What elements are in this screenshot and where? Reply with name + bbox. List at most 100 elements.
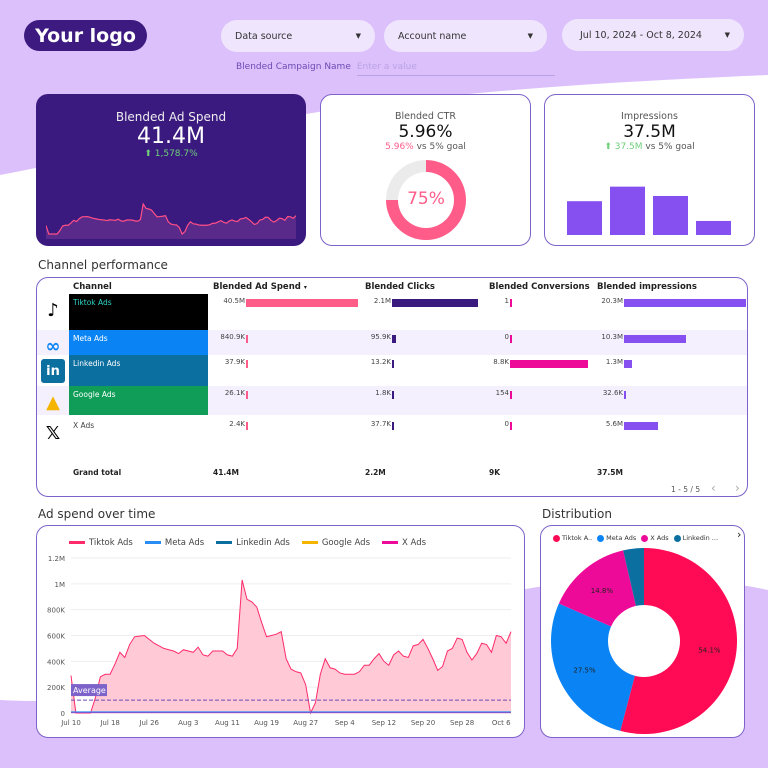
impressions-compare-text: vs 5% goal xyxy=(645,142,695,152)
x-tick-label: Aug 3 xyxy=(178,719,198,727)
table-row[interactable]: ▲ Google Ads 26.1K 1.8K 154 32.6K xyxy=(37,386,747,415)
pie-legend-item[interactable]: Tiktok A.. xyxy=(553,534,592,542)
pie-slice[interactable] xyxy=(620,548,737,734)
legend-item[interactable]: Google Ads xyxy=(301,538,370,548)
legend-item[interactable]: Linkedin Ads xyxy=(216,538,290,548)
bar-impr xyxy=(624,360,632,368)
x-icon: 𝕏 xyxy=(45,422,61,444)
bar-impr xyxy=(624,299,746,307)
sparkline-line xyxy=(46,202,296,235)
campaign-input[interactable]: Enter a value xyxy=(356,62,555,76)
channel-table: Channel Blended Ad Spend ▾ Blended Click… xyxy=(36,277,748,497)
table-row[interactable]: 𝕏 X Ads 2.4K 37.7K 0 5.6M xyxy=(37,417,747,459)
x-tick-label: Aug 27 xyxy=(293,719,318,727)
legend-item[interactable]: Tiktok Ads xyxy=(69,538,133,548)
arrow-up-icon: ⬆ xyxy=(144,149,155,159)
gauge-fill xyxy=(386,160,466,240)
header-spend[interactable]: Blended Ad Spend ▾ xyxy=(213,282,307,292)
ad-spend-line-chart: 0 200K 400K 600K 800K 1M 1.2M Jul 10 Jul 18 Jul 2… xyxy=(47,555,512,727)
y-tick-label: 800K xyxy=(47,607,65,615)
impressions-bar xyxy=(696,220,731,235)
pie-data-label: 54.1% xyxy=(698,646,721,654)
bar-clicks xyxy=(392,299,478,307)
spend-value: 41.4M xyxy=(137,124,205,149)
cell-value: 1.8K xyxy=(375,389,391,397)
chevron-down-icon: ▼ xyxy=(724,31,730,39)
cell-spend: 2.4K xyxy=(205,420,245,428)
cell-value: 26.1K xyxy=(224,389,245,397)
pagination-label: 1 - 5 / 5 xyxy=(671,485,701,494)
table-row[interactable]: in Linkedin Ads 37.9K 13.2K 8.8K 1.3M xyxy=(37,355,747,386)
bar-clicks xyxy=(392,422,394,430)
pie-data-label: 14.8% xyxy=(591,587,614,595)
y-tick-label: 1M xyxy=(55,581,66,589)
average-label-bg xyxy=(71,684,107,697)
header-channel[interactable]: Channel xyxy=(73,282,112,292)
pie-slice[interactable] xyxy=(558,550,636,627)
pie-legend-label: X Ads xyxy=(650,534,669,542)
pie-legend-item[interactable]: X Ads xyxy=(641,534,669,542)
account-name-dropdown[interactable]: Account name ▼ xyxy=(384,20,547,52)
bar-conv xyxy=(510,391,512,399)
cell-value: 37.9K xyxy=(224,358,245,366)
legend-item[interactable]: X Ads xyxy=(382,538,426,548)
cell-spend: 840.9K xyxy=(205,333,245,341)
impressions-title: Impressions xyxy=(621,111,678,122)
pie-legend-item[interactable]: Linkedin ... xyxy=(673,534,718,542)
legend-dot xyxy=(553,534,560,542)
cell-value: 10.3M xyxy=(601,333,623,341)
cell-conv: 0 xyxy=(469,333,509,341)
cell-clicks: 37.7K xyxy=(355,420,391,428)
total-label: Grand total xyxy=(73,468,122,477)
bar-spend xyxy=(246,391,248,399)
cell-value: 8.8K xyxy=(493,358,509,366)
channel-name: Linkedin Ads xyxy=(69,355,208,386)
impressions-bar xyxy=(610,186,645,235)
header-conversions[interactable]: Blended Conversions xyxy=(489,282,590,292)
y-tick-label: 0 xyxy=(61,710,65,718)
pie-slice[interactable] xyxy=(623,548,644,606)
ctr-value: 5.96% xyxy=(398,122,453,142)
cell-value: 0 xyxy=(504,420,509,428)
legend-item[interactable]: Meta Ads xyxy=(144,538,204,548)
chevron-down-icon: ▼ xyxy=(527,32,533,40)
spend-title: Blended Ad Spend xyxy=(115,110,227,124)
table-row[interactable]: ∞ Meta Ads 840.9K 95.9K 0 10.3M xyxy=(37,330,747,357)
google-ads-icon: ▲ xyxy=(46,391,60,413)
cell-value: 154 xyxy=(495,389,509,397)
cell-value: 0 xyxy=(504,333,509,341)
pie-data-label: 27.5% xyxy=(573,667,596,675)
cell-conv: 0 xyxy=(469,420,509,428)
cell-value: 1 xyxy=(504,297,509,305)
cell-clicks: 95.9K xyxy=(355,333,391,341)
pie-legend-label: Meta Ads xyxy=(606,534,637,542)
bar-clicks xyxy=(392,335,396,343)
ctr-compare-value: 5.96% xyxy=(385,142,414,152)
y-tick-label: 400K xyxy=(47,658,65,666)
channel-name: Meta Ads xyxy=(69,330,208,355)
header-impressions[interactable]: Blended impressions xyxy=(597,282,697,292)
data-source-dropdown[interactable]: Data source ▼ xyxy=(221,20,375,52)
next-page-button[interactable]: › xyxy=(735,481,740,495)
table-row[interactable]: ♪ Tiktok Ads 40.5M 2.1M 1 20.3M xyxy=(37,294,747,330)
tiktok-area xyxy=(71,579,511,713)
cell-spend: 26.1K xyxy=(205,389,245,397)
pie-slice[interactable] xyxy=(551,603,635,731)
bar-clicks xyxy=(392,391,394,399)
impressions-bar xyxy=(567,201,602,235)
cell-clicks: 13.2K xyxy=(355,358,391,366)
bar-spend xyxy=(246,299,358,307)
bar-spend xyxy=(246,335,249,343)
header-clicks[interactable]: Blended Clicks xyxy=(365,282,435,292)
legend-next-icon[interactable]: › xyxy=(737,528,742,541)
impressions-compare: ⬆ 37.5M vs 5% goal xyxy=(545,142,754,152)
logo: Your logo xyxy=(24,20,147,51)
legend-label: X Ads xyxy=(402,538,427,548)
x-tick-label: Sep 20 xyxy=(411,719,435,727)
prev-page-button[interactable]: ‹ xyxy=(711,481,716,495)
pie-legend-item[interactable]: Meta Ads xyxy=(597,534,636,542)
legend-label: Tiktok Ads xyxy=(89,538,133,548)
date-range-picker[interactable]: Jul 10, 2024 - Oct 8, 2024 ▼ xyxy=(562,19,744,51)
sort-icon: ▾ xyxy=(303,284,307,291)
ctr-card: Blended CTR 5.96% 5.96% vs 5% goal 75% xyxy=(320,94,531,246)
